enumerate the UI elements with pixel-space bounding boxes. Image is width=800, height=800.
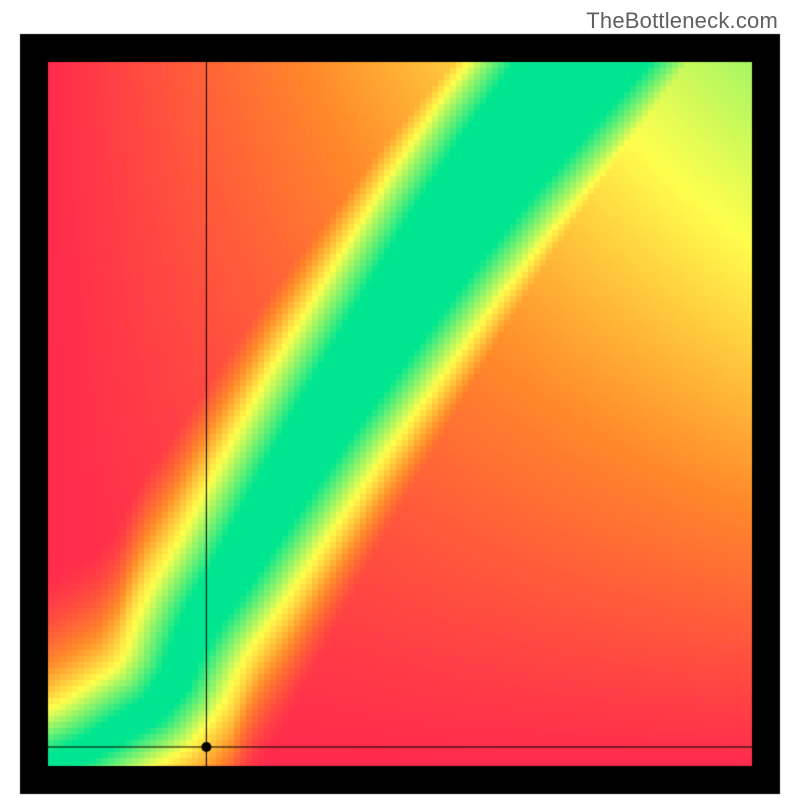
heatmap-canvas <box>0 0 800 800</box>
watermark-text: TheBottleneck.com <box>586 8 778 34</box>
chart-container: TheBottleneck.com <box>0 0 800 800</box>
